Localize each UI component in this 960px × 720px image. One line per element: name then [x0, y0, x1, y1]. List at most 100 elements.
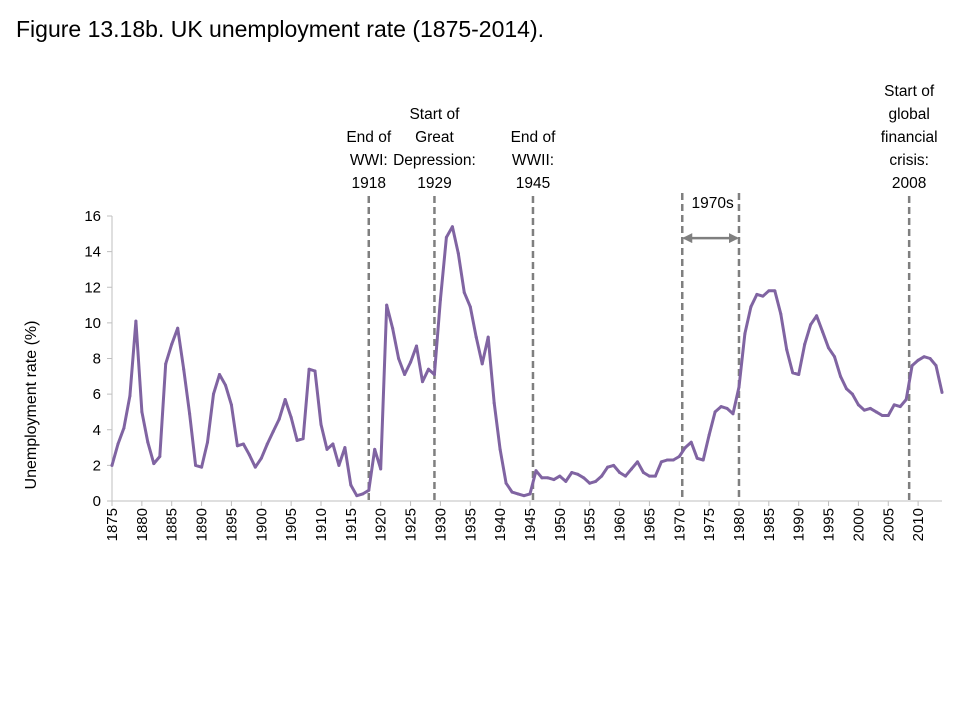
x-tick-label: 1890	[194, 508, 211, 541]
data-point	[833, 355, 837, 359]
event-marker-label: WWI:	[350, 152, 388, 169]
data-point	[134, 319, 138, 323]
x-tick-label: 1910	[313, 508, 330, 541]
data-point	[934, 364, 938, 368]
data-point	[110, 463, 114, 467]
data-point	[695, 456, 699, 460]
data-point	[158, 454, 162, 458]
data-point	[910, 364, 914, 368]
data-point	[456, 251, 460, 255]
x-tick-label: 1900	[253, 508, 270, 541]
data-point	[325, 447, 329, 451]
data-point	[731, 412, 735, 416]
data-point	[223, 383, 227, 387]
data-point	[259, 456, 263, 460]
data-point	[510, 490, 514, 494]
data-point	[791, 371, 795, 375]
x-tick-label: 1905	[283, 508, 300, 541]
x-tick-label: 1960	[612, 508, 629, 541]
data-point	[498, 447, 502, 451]
data-point	[235, 444, 239, 448]
data-point	[182, 367, 186, 371]
data-point	[540, 476, 544, 480]
data-point	[426, 367, 430, 371]
event-marker-label: End of	[511, 129, 557, 146]
data-point	[122, 426, 126, 430]
data-point	[576, 472, 580, 476]
x-tick-label: 2010	[910, 508, 927, 541]
data-point	[928, 357, 932, 360]
data-point	[773, 289, 777, 293]
data-point	[140, 410, 144, 414]
data-point	[432, 373, 436, 377]
data-point	[916, 358, 920, 362]
data-point	[719, 405, 723, 409]
data-point	[647, 474, 651, 478]
data-point	[737, 385, 741, 389]
data-point	[844, 387, 848, 391]
data-point	[701, 458, 705, 462]
data-point	[886, 414, 890, 417]
data-point	[283, 397, 287, 401]
data-point	[468, 305, 472, 309]
data-point	[874, 410, 878, 414]
y-tick-label: 2	[93, 457, 101, 474]
x-tick-label: 1915	[343, 508, 360, 541]
y-tick-label: 8	[93, 351, 101, 368]
data-point	[653, 474, 657, 478]
data-point	[809, 323, 813, 327]
annotations: End of WWI: 1918 Start of Great Depression: 19…	[346, 83, 938, 501]
data-point	[898, 405, 902, 409]
data-point	[265, 442, 269, 446]
data-point	[677, 454, 681, 458]
data-point	[594, 479, 598, 483]
data-point	[331, 442, 335, 446]
x-tick-label: 1995	[821, 508, 838, 541]
data-point	[367, 488, 371, 492]
data-point	[570, 471, 574, 474]
data-point	[713, 410, 717, 414]
data-point	[486, 335, 490, 339]
data-point	[552, 478, 556, 482]
data-point	[438, 298, 442, 302]
data-point	[176, 326, 180, 330]
data-point	[152, 462, 156, 466]
data-point	[659, 460, 663, 464]
data-point	[821, 330, 825, 334]
data-point	[444, 235, 448, 239]
y-tick-label: 16	[84, 208, 101, 225]
x-tick-label: 1930	[432, 508, 449, 541]
data-point	[385, 303, 389, 307]
data-point	[665, 458, 669, 462]
data-point	[683, 446, 687, 450]
event-marker-label: 1929	[417, 175, 451, 192]
data-point	[289, 415, 293, 419]
data-point	[301, 437, 305, 441]
data-point	[343, 446, 347, 450]
data-point	[785, 348, 789, 352]
data-point	[624, 474, 628, 478]
data-point	[450, 225, 454, 229]
data-point	[164, 362, 168, 366]
event-marker-label: End of	[346, 129, 392, 146]
x-tick-label: 1990	[791, 508, 808, 541]
data-point	[146, 440, 150, 444]
event-marker-label: 1918	[352, 175, 386, 192]
data-point	[504, 481, 508, 485]
event-marker-label: financial	[881, 129, 938, 146]
x-tick-label: 1880	[134, 508, 151, 541]
x-axis: 1875 1880 1885 1890 1895 1900 1905 1910 1915 1920…	[104, 500, 942, 541]
event-marker-label: crisis:	[889, 152, 929, 169]
x-tick-label: 1925	[403, 508, 420, 541]
data-point	[277, 417, 281, 421]
data-point	[797, 373, 801, 377]
data-point	[271, 430, 275, 434]
data-point	[803, 342, 807, 346]
x-tick-label: 1885	[164, 508, 181, 541]
data-point	[379, 467, 383, 471]
x-tick-label: 1945	[522, 508, 539, 541]
y-tick-label: 14	[84, 244, 101, 261]
data-point	[892, 403, 896, 407]
data-point	[558, 474, 562, 478]
data-point	[546, 476, 550, 480]
